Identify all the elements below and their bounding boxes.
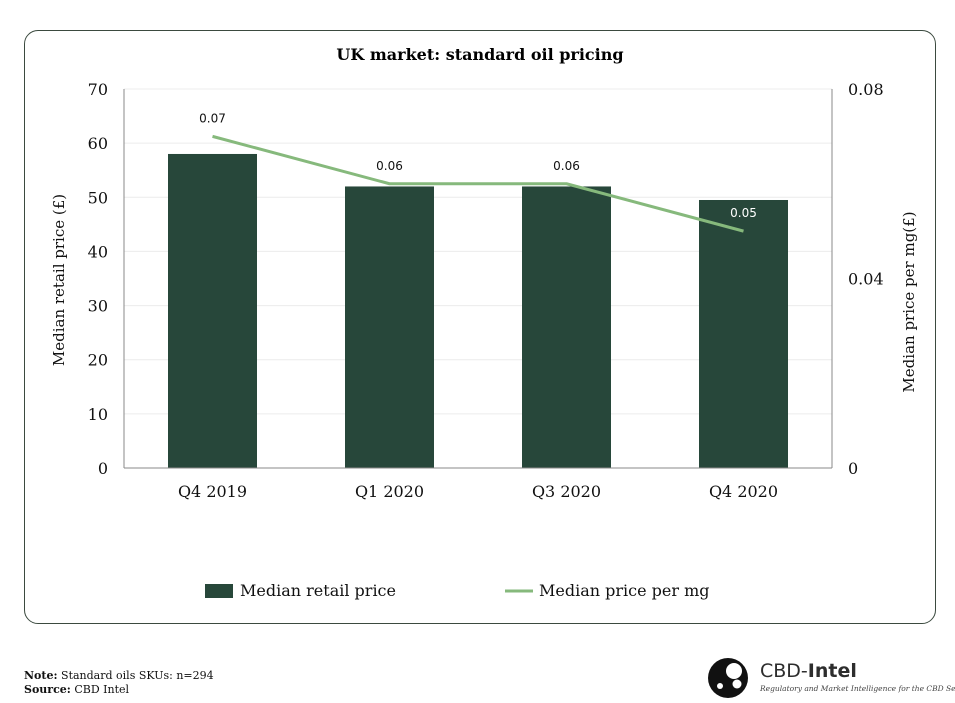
y-tick-label: 40	[88, 242, 108, 261]
source-label: Source:	[24, 683, 71, 696]
chart-frame	[24, 30, 936, 624]
bar	[699, 199, 788, 468]
brand-name: CBD-Intel	[760, 660, 857, 682]
y-axis-title: Median retail price (£)	[50, 194, 68, 366]
x-tick-label: Q1 2020	[355, 482, 424, 501]
note-label: Note:	[24, 669, 58, 682]
y-tick-label: 70	[88, 80, 108, 99]
data-label: 0.05	[730, 206, 757, 220]
data-label: 0.06	[553, 159, 580, 173]
y-tick-label: 30	[88, 297, 108, 316]
brand-name-part: CBD-	[760, 660, 808, 682]
legend-label-line: Median price per mg	[539, 581, 710, 600]
data-label: 0.07	[199, 111, 226, 125]
y-tick-label: 60	[88, 134, 108, 153]
note-text: Standard oils SKUs: n=294	[57, 669, 214, 682]
y-tick-label: 20	[88, 351, 108, 370]
y-tick-label: 10	[88, 405, 108, 424]
y2-tick-label: 0	[848, 459, 858, 478]
brand-tagline: Regulatory and Market Intelligence for t…	[760, 684, 955, 693]
legend-label-bar: Median retail price	[240, 581, 396, 600]
x-tick-label: Q4 2019	[178, 482, 247, 501]
chart-title: UK market: standard oil pricing	[336, 45, 623, 64]
legend-swatch-bar	[205, 584, 233, 598]
source-line: Source: CBD Intel	[24, 683, 214, 697]
brand-logo: CBD-Intel Regulatory and Market Intellig…	[706, 656, 955, 700]
source-text: CBD Intel	[70, 683, 130, 696]
footer-notes: Note: Standard oils SKUs: n=294 Source: …	[24, 669, 214, 697]
price-per-mg-line	[212, 134, 744, 233]
y2-axis-title: Median price per mg(£)	[900, 211, 918, 392]
bar	[522, 186, 611, 468]
y-tick-label: 0	[98, 459, 108, 478]
x-tick-label: Q4 2020	[709, 482, 778, 501]
data-label: 0.06	[376, 159, 403, 173]
brand-name-strong: Intel	[807, 660, 857, 682]
cbd-intel-logo-icon	[708, 658, 748, 698]
bar	[345, 186, 434, 468]
note-line: Note: Standard oils SKUs: n=294	[24, 669, 214, 683]
y-tick-label: 50	[88, 188, 108, 207]
bar	[168, 153, 257, 468]
y2-tick-label: 0.04	[848, 270, 884, 289]
y2-tick-label: 0.08	[848, 80, 884, 99]
x-tick-label: Q3 2020	[532, 482, 601, 501]
